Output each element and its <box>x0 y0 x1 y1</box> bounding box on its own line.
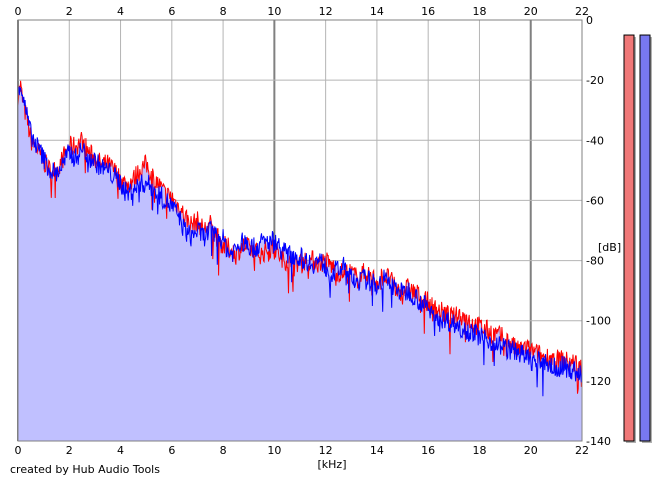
x-tick-label-bottom: 22 <box>575 444 589 457</box>
x-tick-label-top: 12 <box>319 5 333 18</box>
x-tick-label-top: 6 <box>168 5 175 18</box>
x-tick-label-top: 4 <box>117 5 124 18</box>
x-tick-labels-bottom: 0 2 4 6 8 10 12 14 16 18 20 22 <box>15 444 590 457</box>
y-tick-labels: 0 -20 -40 -60 -80 -100 -120 -140 <box>586 14 611 448</box>
x-tick-label-top: 20 <box>524 5 538 18</box>
x-tick-label-top: 22 <box>575 5 589 18</box>
y-tick-label: -100 <box>586 315 611 328</box>
y-tick-label: -60 <box>586 194 604 207</box>
y-tick-label: -80 <box>586 255 604 268</box>
y-tick-label: 0 <box>586 14 593 27</box>
y-tick-label: -140 <box>586 435 611 448</box>
x-tick-label-bottom: 12 <box>319 444 333 457</box>
x-tick-label-top: 2 <box>66 5 73 18</box>
y-tick-label: -20 <box>586 74 604 87</box>
right-level-meter <box>639 34 651 442</box>
x-tick-label-bottom: 18 <box>472 444 486 457</box>
x-tick-label-top: 0 <box>15 5 22 18</box>
x-tick-labels-top: 0 2 4 6 8 10 12 14 16 18 20 22 <box>15 5 590 18</box>
x-tick-label-top: 8 <box>220 5 227 18</box>
credit-text: created by Hub Audio Tools <box>10 463 160 476</box>
x-tick-label-bottom: 16 <box>421 444 435 457</box>
x-tick-label-bottom: 2 <box>66 444 73 457</box>
x-tick-label-bottom: 10 <box>267 444 281 457</box>
x-tick-label-top: 14 <box>370 5 384 18</box>
y-tick-label: -40 <box>586 134 604 147</box>
plot-frame <box>17 19 583 442</box>
red-channel-line <box>17 80 583 394</box>
x-tick-label-top: 18 <box>472 5 486 18</box>
left-level-meter <box>623 34 635 442</box>
x-tick-label-bottom: 20 <box>524 444 538 457</box>
x-tick-label-bottom: 6 <box>168 444 175 457</box>
x-tick-label-top: 10 <box>267 5 281 18</box>
x-tick-label-bottom: 0 <box>15 444 22 457</box>
y-axis-unit-label: [dB] <box>598 241 621 254</box>
x-axis-unit-label: [kHz] <box>318 458 347 471</box>
y-tick-label: -120 <box>586 375 611 388</box>
level-meters <box>623 34 652 444</box>
x-tick-label-bottom: 14 <box>370 444 384 457</box>
blue-channel-line <box>17 85 583 397</box>
x-tick-label-bottom: 8 <box>220 444 227 457</box>
x-tick-label-bottom: 4 <box>117 444 124 457</box>
spectrum-series <box>17 80 583 397</box>
x-tick-label-top: 16 <box>421 5 435 18</box>
